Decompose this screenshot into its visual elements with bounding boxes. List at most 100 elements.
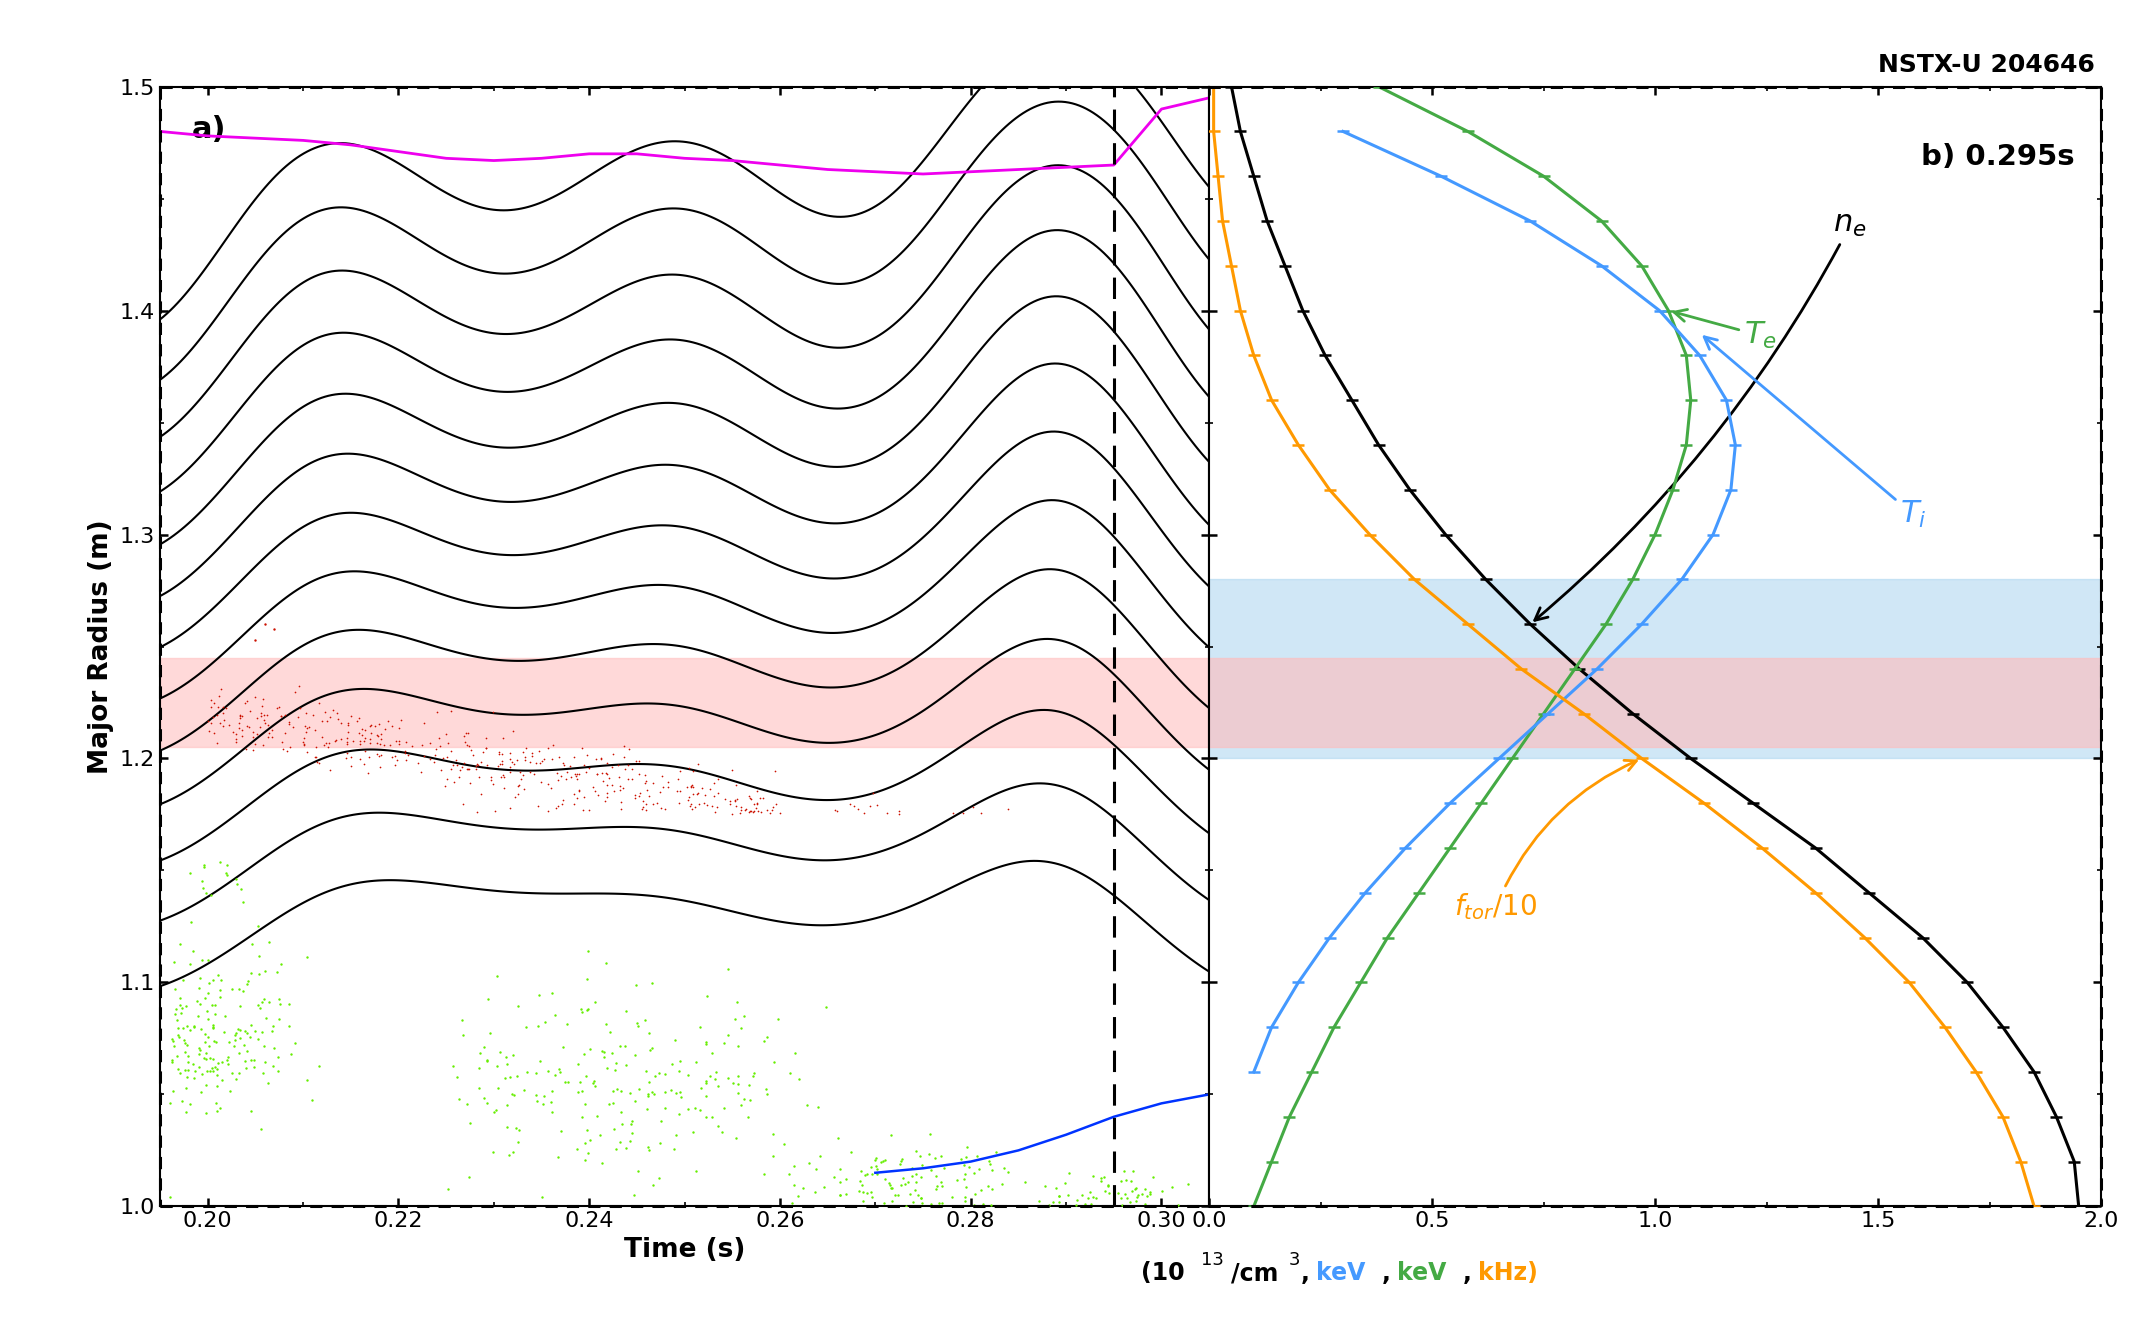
Point xyxy=(599,1053,634,1074)
Point xyxy=(226,981,260,1002)
Point xyxy=(663,760,697,781)
Point xyxy=(230,690,264,712)
Point xyxy=(580,1105,614,1126)
Point xyxy=(196,994,230,1016)
Point xyxy=(1107,1184,1141,1205)
Point xyxy=(734,800,768,821)
Point xyxy=(612,1130,646,1152)
Point xyxy=(320,709,354,730)
Point xyxy=(614,1113,648,1134)
Point xyxy=(166,1090,201,1112)
Point xyxy=(610,754,644,776)
Point xyxy=(904,1166,939,1188)
Point xyxy=(587,1042,621,1064)
Point xyxy=(642,1166,676,1188)
Point xyxy=(894,1157,928,1178)
Point xyxy=(375,714,410,736)
Point xyxy=(574,1038,608,1060)
Point xyxy=(188,1032,222,1053)
Point xyxy=(732,1074,766,1096)
Point xyxy=(855,1186,889,1208)
Point xyxy=(894,1165,928,1186)
Point xyxy=(446,1024,480,1045)
Point xyxy=(847,1181,881,1202)
Point xyxy=(578,1070,612,1092)
Point xyxy=(388,749,422,770)
Point xyxy=(486,766,520,788)
Point xyxy=(700,1061,734,1082)
Point xyxy=(211,854,245,876)
Point xyxy=(975,1194,1009,1216)
Point xyxy=(567,1093,602,1114)
Point xyxy=(346,725,380,746)
Point xyxy=(247,705,282,726)
Point xyxy=(875,1177,909,1198)
Point xyxy=(619,1013,653,1034)
Point xyxy=(584,1040,619,1061)
Point xyxy=(751,800,785,821)
Point xyxy=(239,686,273,708)
Point xyxy=(683,1017,717,1038)
Point xyxy=(606,777,640,798)
Point xyxy=(273,710,307,732)
Point xyxy=(190,949,224,970)
Point xyxy=(209,1005,243,1026)
Point xyxy=(663,1050,697,1072)
Point xyxy=(642,781,676,802)
Point xyxy=(721,1036,755,1057)
Point xyxy=(452,734,486,756)
Point xyxy=(672,757,706,778)
Point xyxy=(1084,1168,1118,1189)
Point xyxy=(1073,1193,1107,1214)
Point xyxy=(546,793,580,814)
Point xyxy=(898,1162,932,1184)
Point xyxy=(525,772,559,793)
Point xyxy=(518,753,552,774)
Bar xyxy=(1209,580,2101,758)
Point xyxy=(264,705,299,726)
Point xyxy=(975,1178,1009,1200)
Point xyxy=(190,1009,224,1030)
Point xyxy=(235,1100,269,1121)
Point xyxy=(644,765,678,786)
Point xyxy=(578,1076,612,1097)
Point xyxy=(237,1056,271,1077)
Point xyxy=(222,717,256,738)
Point xyxy=(570,968,604,989)
Point xyxy=(1113,1170,1148,1192)
Point xyxy=(608,736,642,757)
Point xyxy=(565,737,599,758)
Point xyxy=(587,790,621,812)
Point xyxy=(203,712,237,733)
Point xyxy=(1105,1194,1139,1216)
Point xyxy=(196,1016,230,1037)
Point xyxy=(913,1124,947,1145)
Point xyxy=(719,790,753,812)
Point xyxy=(478,800,512,821)
Point xyxy=(589,753,623,774)
Point xyxy=(201,1076,235,1097)
Point xyxy=(331,726,365,748)
Bar xyxy=(160,657,1209,748)
Point xyxy=(192,1026,226,1048)
Point xyxy=(740,792,774,813)
Point xyxy=(584,748,619,769)
Point xyxy=(875,1177,909,1198)
Point xyxy=(369,718,403,740)
Point xyxy=(241,916,275,937)
Point xyxy=(444,1009,478,1030)
Point xyxy=(819,800,853,821)
Point xyxy=(484,766,518,788)
Point xyxy=(375,746,410,768)
Point xyxy=(209,862,243,884)
Point xyxy=(181,1056,215,1077)
Point xyxy=(294,1089,328,1110)
Point xyxy=(680,753,715,774)
Point xyxy=(674,798,708,820)
Point xyxy=(311,732,346,753)
Point xyxy=(898,1140,932,1161)
Point xyxy=(173,862,207,884)
Point xyxy=(220,724,254,745)
Point xyxy=(232,701,267,722)
Point xyxy=(958,1162,992,1184)
